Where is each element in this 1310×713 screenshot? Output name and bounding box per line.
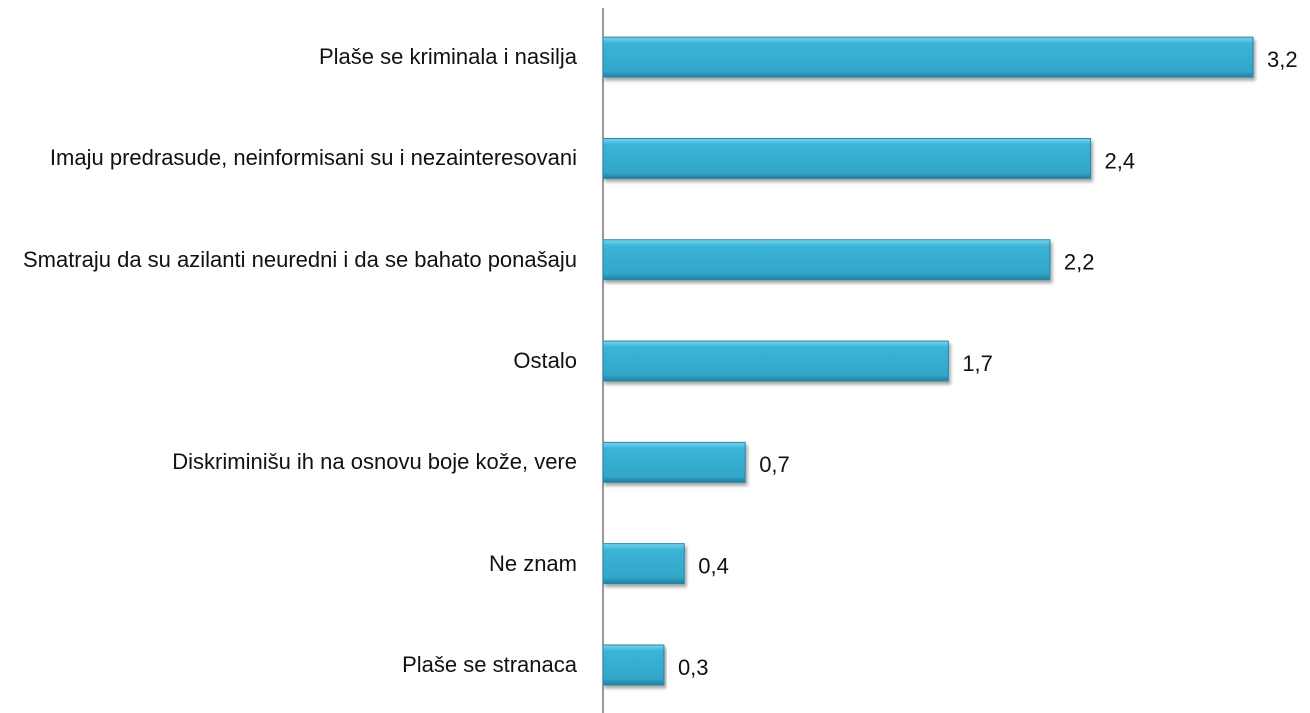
value-label: 1,7 [962, 351, 993, 376]
bar [602, 137, 1091, 179]
bar [602, 644, 665, 686]
value-label: 3,2 [1267, 47, 1298, 72]
bar [602, 36, 1254, 78]
bar [602, 543, 685, 585]
category-label: Smatraju da su azilanti neuredni i da se… [22, 246, 577, 272]
value-label: 2,2 [1064, 250, 1095, 275]
value-label: 0,4 [698, 553, 729, 578]
bar [602, 239, 1051, 281]
category-label: Imaju predrasude, neinformisani su i nez… [49, 145, 577, 171]
bar [602, 340, 949, 382]
category-label: Plaše se stranaca [402, 651, 577, 677]
bar [602, 441, 746, 483]
category-label: Diskriminišu ih na osnovu boje kože, ver… [172, 449, 577, 475]
category-label: Ne znam [488, 550, 577, 576]
value-label: 0,7 [759, 452, 790, 477]
value-label: 0,3 [678, 655, 709, 680]
value-label: 2,4 [1105, 148, 1136, 173]
category-label: Plaše se kriminala i nasilja [319, 44, 577, 70]
category-label: Ostalo [513, 348, 577, 374]
